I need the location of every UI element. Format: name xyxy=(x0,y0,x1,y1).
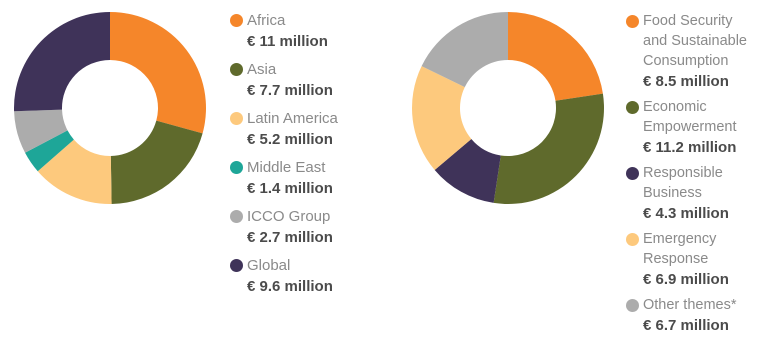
legend-item-middle-east: Middle East € 1.4 million xyxy=(230,157,400,206)
legend-swatch xyxy=(230,63,243,76)
legend-swatch xyxy=(626,167,639,180)
legend-swatch xyxy=(230,14,243,27)
legend-swatch xyxy=(230,112,243,125)
region-donut-chart xyxy=(14,12,206,204)
legend-amount: € 1.4 million xyxy=(247,180,333,197)
legend-swatch xyxy=(626,101,639,114)
legend-item-latin-america: Latin America € 5.2 million xyxy=(230,108,400,157)
legend-swatch xyxy=(230,210,243,223)
legend-label: Economic Empowerment xyxy=(643,99,737,135)
legend-label: Other themes* xyxy=(643,297,737,313)
slice-icco-group xyxy=(14,109,68,153)
theme-donut-chart xyxy=(412,12,604,205)
legend-label: Global xyxy=(247,257,291,274)
legend-amount: € 6.9 million xyxy=(643,271,729,288)
slice-africa xyxy=(110,12,206,134)
legend-item-icco-group: ICCO Group € 2.7 million xyxy=(230,206,400,255)
legend-label: ICCO Group xyxy=(247,208,331,225)
legend-amount: € 6.7 million xyxy=(643,317,729,334)
legend-label: Latin America xyxy=(247,110,338,127)
legend-swatch xyxy=(230,161,243,174)
legend-amount: € 11.2 million xyxy=(643,139,737,156)
slice-asia xyxy=(110,120,203,204)
legend-amount: € 7.7 million xyxy=(247,82,333,99)
legend-amount: € 2.7 million xyxy=(247,229,333,246)
legend-label: Asia xyxy=(247,61,277,78)
region-legend: Africa € 11 million Asia € 7.7 million Latin… xyxy=(230,10,400,304)
slice-food-security-and-sustainable-consumption xyxy=(508,12,603,101)
legend-label: Africa xyxy=(247,12,286,29)
slice-global xyxy=(14,12,110,112)
legend-swatch xyxy=(626,233,639,246)
legend-amount: € 4.3 million xyxy=(643,205,729,222)
legend-amount: € 9.6 million xyxy=(247,278,333,295)
slice-middle-east xyxy=(25,130,74,172)
legend-label: Food Security and Sustainable Consumptio… xyxy=(643,13,747,69)
legend-swatch xyxy=(626,299,639,312)
legend-item-economic-empowerment: Economic Empowerment € 11.2 million xyxy=(626,97,760,158)
legend-label: Middle East xyxy=(247,159,326,176)
slice-other-themes xyxy=(421,12,508,88)
legend-item-emergency-response: Emergency Response € 6.9 million xyxy=(626,229,760,290)
legend-item-food-security-and-sustainable-consumption: Food Security and Sustainable Consumptio… xyxy=(626,11,760,92)
legend-amount: € 11 million xyxy=(247,33,328,50)
slice-responsible-business xyxy=(434,138,501,203)
legend-item-global: Global € 9.6 million xyxy=(230,255,400,304)
legend-item-responsible-business: Responsible Business € 4.3 million xyxy=(626,163,760,224)
legend-label: Responsible Business xyxy=(643,165,723,201)
slice-latin-america xyxy=(37,139,112,204)
slice-economic-empowerment xyxy=(493,93,604,205)
slice-emergency-response xyxy=(412,66,472,170)
legend-label: Emergency Response xyxy=(643,231,717,267)
legend-swatch xyxy=(626,15,639,28)
legend-amount: € 5.2 million xyxy=(247,131,333,148)
legend-swatch xyxy=(230,259,243,272)
legend-amount: € 8.5 million xyxy=(643,73,729,90)
legend-item-africa: Africa € 11 million xyxy=(230,10,400,59)
theme-legend: Food Security and Sustainable Consumptio… xyxy=(626,11,760,341)
legend-item-other-themes: Other themes* € 6.7 million xyxy=(626,295,760,336)
legend-item-asia: Asia € 7.7 million xyxy=(230,59,400,108)
